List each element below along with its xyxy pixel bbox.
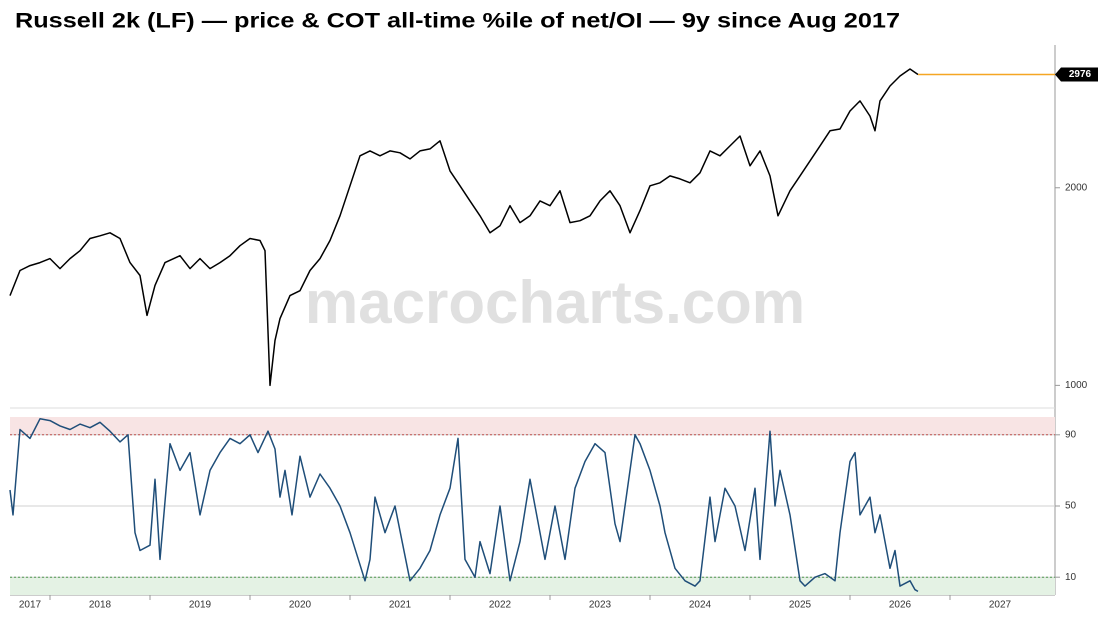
y-tick-label: 10 bbox=[1065, 572, 1077, 583]
y-tick-label: 50 bbox=[1065, 501, 1077, 512]
x-tick-label: 2017 bbox=[19, 600, 42, 611]
x-tick-label: 2023 bbox=[589, 600, 612, 611]
x-tick-label: 2021 bbox=[389, 600, 412, 611]
x-tick-label: 2027 bbox=[989, 600, 1012, 611]
x-tick-label: 2020 bbox=[289, 600, 312, 611]
y-tick-label: 90 bbox=[1065, 429, 1077, 440]
data-line bbox=[9, 68, 919, 387]
band bbox=[10, 577, 1055, 595]
x-tick-label: 2024 bbox=[689, 600, 712, 611]
y-tick-label: 2000 bbox=[1065, 182, 1088, 193]
y-tick-label: 1000 bbox=[1065, 380, 1088, 391]
x-tick-label: 2025 bbox=[789, 600, 812, 611]
x-tick-label: 2018 bbox=[89, 600, 112, 611]
x-tick-label: 2019 bbox=[189, 600, 212, 611]
last-value-label: 2976 bbox=[1069, 69, 1092, 80]
band bbox=[10, 417, 1055, 435]
last-value-tag bbox=[1055, 67, 1098, 82]
x-tick-label: 2026 bbox=[889, 600, 912, 611]
data-line bbox=[9, 418, 919, 593]
chart-title: Russell 2k (LF) — price & COT all-time %… bbox=[15, 10, 900, 33]
watermark: macrocharts.com bbox=[305, 269, 805, 336]
x-tick-label: 2022 bbox=[489, 600, 512, 611]
